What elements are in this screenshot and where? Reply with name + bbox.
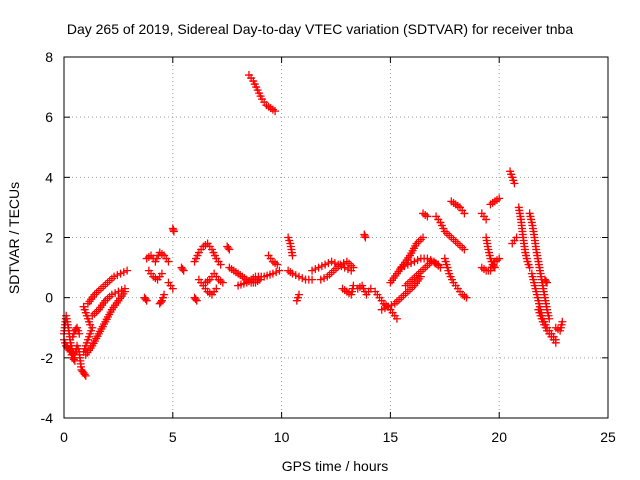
data-point <box>541 277 550 286</box>
data-point <box>80 370 89 379</box>
data-point <box>160 290 169 299</box>
data-point <box>482 215 491 224</box>
data-point <box>224 244 233 253</box>
x-axis-label: GPS time / hours <box>282 458 389 474</box>
data-point <box>275 266 284 275</box>
x-tick-label: 25 <box>600 429 616 445</box>
data-point <box>510 179 519 188</box>
data-point <box>423 212 432 221</box>
x-tick-label: 10 <box>274 429 290 445</box>
data-point <box>191 295 200 304</box>
data-point <box>460 245 469 254</box>
data-point <box>65 346 74 355</box>
data-point <box>123 266 132 275</box>
x-tick-label: 15 <box>383 429 399 445</box>
data-point <box>460 209 469 218</box>
data-point <box>366 284 375 293</box>
x-tick-label: 0 <box>60 429 68 445</box>
y-tick-label: 6 <box>45 109 53 125</box>
data-series-tnba <box>60 71 567 380</box>
y-tick-label: -2 <box>41 350 54 366</box>
data-point <box>212 284 221 293</box>
data-point <box>495 254 504 263</box>
data-point <box>419 233 428 242</box>
data-point <box>70 356 79 365</box>
y-tick-label: 4 <box>45 169 53 185</box>
x-tick-label: 20 <box>491 429 507 445</box>
axis-tick-labels: 0 5 10 15 20 25 -4 -2 0 2 4 6 8 <box>41 49 616 445</box>
data-point <box>525 263 534 272</box>
data-point <box>168 284 177 293</box>
grid <box>64 57 608 418</box>
data-point <box>86 320 95 329</box>
data-point <box>551 338 560 347</box>
data-point <box>142 296 151 305</box>
data-point <box>349 263 358 272</box>
y-tick-label: 0 <box>45 290 53 306</box>
data-point <box>361 233 370 242</box>
data-point <box>495 194 504 203</box>
data-point <box>216 260 225 269</box>
data-point <box>157 269 166 278</box>
data-point <box>349 281 358 290</box>
plot-frame <box>63 56 609 419</box>
data-point <box>295 290 304 299</box>
data-point <box>271 107 280 116</box>
data-point <box>434 260 443 269</box>
y-axis-label: SDTVAR / TECUs <box>6 182 22 294</box>
data-point <box>169 227 178 236</box>
data-point <box>164 257 173 266</box>
data-point <box>69 355 78 364</box>
data-point <box>558 317 567 326</box>
data-point <box>273 260 282 269</box>
data-point <box>192 296 201 305</box>
chart-title: Day 265 of 2019, Sidereal Day-to-day VTE… <box>67 21 574 37</box>
x-tick-label: 5 <box>169 429 177 445</box>
data-point <box>308 275 317 284</box>
y-tick-label: 2 <box>45 230 53 246</box>
data-point <box>179 266 188 275</box>
data-point <box>462 293 471 302</box>
data-point <box>75 329 84 338</box>
data-point <box>225 245 234 254</box>
data-point <box>392 314 401 323</box>
data-point <box>178 265 187 274</box>
data-point <box>141 295 150 304</box>
y-tick-label: 8 <box>45 49 53 65</box>
data-point <box>156 298 165 307</box>
data-point <box>120 284 129 293</box>
data-point <box>81 371 90 380</box>
data-point <box>543 278 552 287</box>
y-tick-label: -4 <box>41 410 54 426</box>
data-point <box>288 251 297 260</box>
data-point <box>218 278 227 287</box>
